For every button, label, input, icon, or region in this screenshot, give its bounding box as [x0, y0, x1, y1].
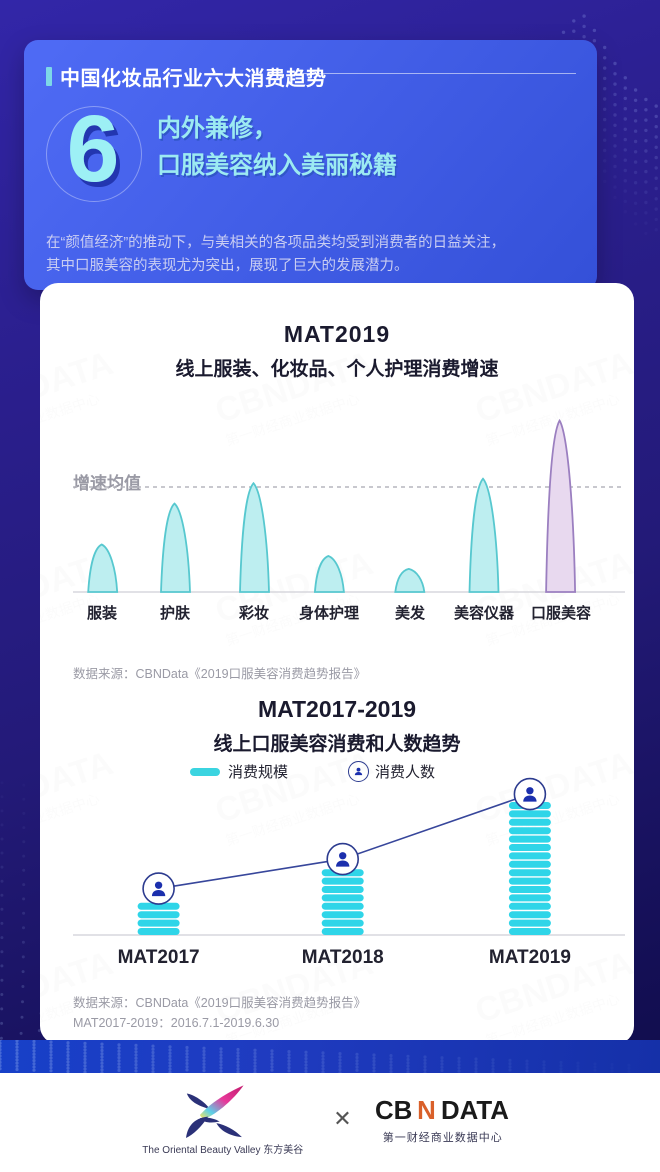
svg-text:N: N — [417, 1096, 436, 1124]
svg-text:MAT2017: MAT2017 — [118, 947, 200, 968]
svg-text:MAT2019: MAT2019 — [489, 947, 571, 968]
svg-text:MAT2018: MAT2018 — [302, 947, 384, 968]
svg-text:CB: CB — [375, 1096, 412, 1124]
svg-text:DATA: DATA — [441, 1096, 509, 1124]
